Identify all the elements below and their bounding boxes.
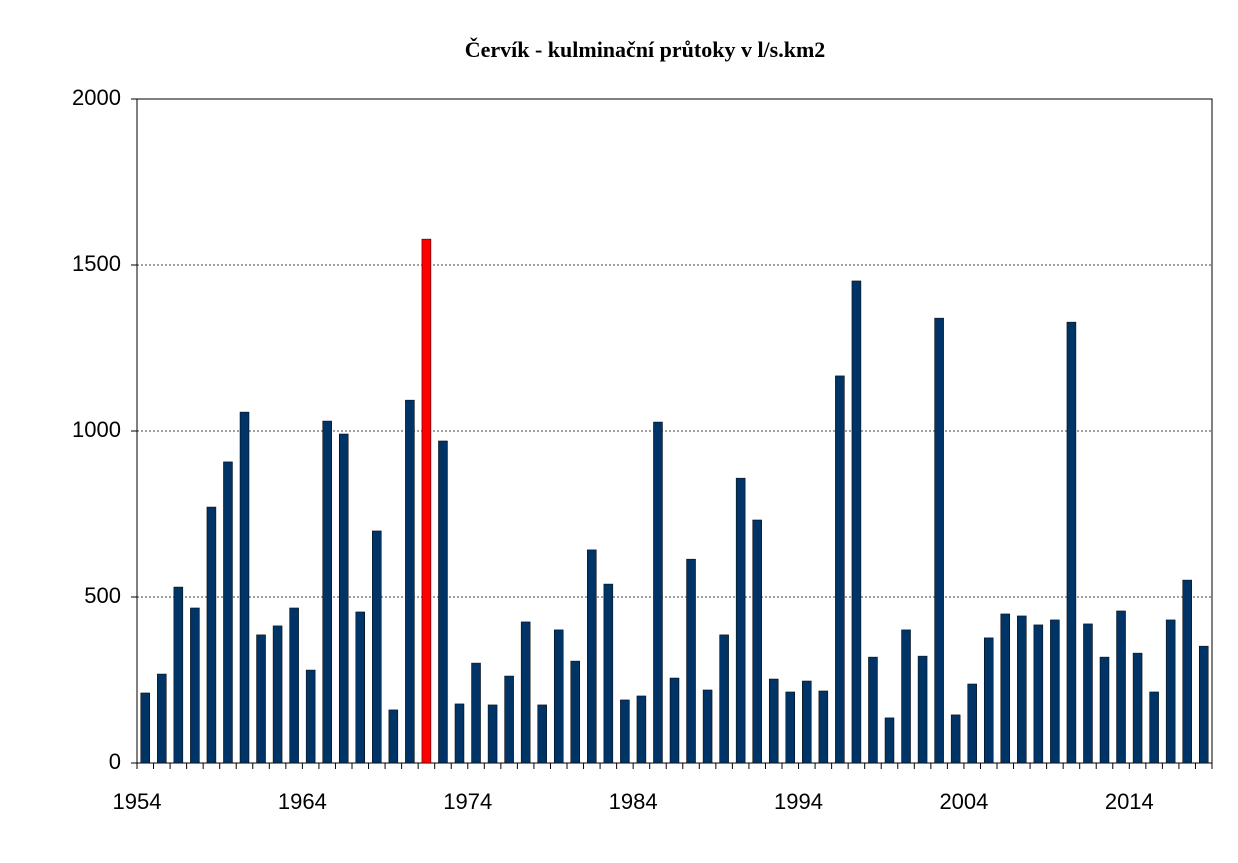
bar: [686, 558, 696, 764]
bar: [851, 280, 862, 764]
x-tick-label: 1984: [609, 789, 658, 814]
bar: [1132, 652, 1143, 764]
y-tick-label: 2000: [72, 85, 121, 110]
bar: [223, 461, 233, 764]
bar: [206, 506, 217, 764]
bar: [1000, 613, 1011, 764]
bar: [355, 611, 366, 764]
bar: [983, 637, 994, 764]
bar: [405, 399, 415, 764]
bar: [454, 703, 465, 764]
bar: [1099, 656, 1110, 764]
bar: [901, 629, 911, 764]
x-tick-label: 2014: [1105, 789, 1154, 814]
bar: [1033, 624, 1044, 764]
bar: [256, 634, 266, 764]
bar: [636, 695, 647, 764]
bar: [669, 677, 680, 764]
bar: [587, 549, 597, 764]
bar: [272, 625, 283, 764]
bar: [388, 709, 399, 764]
bar: [173, 586, 184, 764]
bar: [471, 662, 481, 764]
bar: [1050, 619, 1060, 764]
y-tick-label: 1000: [72, 417, 121, 442]
bar: [967, 683, 977, 764]
bar: [520, 621, 531, 764]
bar: [653, 421, 663, 764]
bar: [1083, 623, 1093, 764]
bar: [487, 704, 498, 764]
bar: [802, 680, 812, 764]
chart-title: Červík - kulminační průtoky v l/s.km2: [465, 37, 826, 62]
x-tick-label: 1974: [443, 789, 492, 814]
bar: [157, 673, 167, 764]
bar: [768, 678, 779, 764]
bar: [1149, 691, 1159, 764]
bar: [917, 655, 928, 764]
y-tick-label: 0: [109, 749, 121, 774]
bar: [884, 717, 895, 764]
bar: [1165, 619, 1176, 764]
y-tick-label: 1500: [72, 251, 121, 276]
bar: [818, 690, 829, 764]
bar: [950, 714, 961, 764]
bar: [1116, 610, 1126, 764]
bar: [934, 317, 944, 764]
bar: [570, 660, 581, 764]
bar: [835, 375, 845, 764]
bar: [1198, 645, 1209, 764]
y-tick-label: 500: [84, 583, 121, 608]
bar: [289, 607, 299, 764]
bar: [239, 411, 250, 764]
bar: [421, 238, 432, 764]
bar: [438, 440, 448, 764]
bar: [504, 675, 514, 764]
bar: [140, 692, 151, 764]
bar: [537, 704, 547, 764]
bar: [190, 607, 200, 764]
x-tick-label: 1964: [278, 789, 327, 814]
x-tick-label: 1994: [774, 789, 823, 814]
bar: [603, 583, 614, 764]
x-tick-label: 2004: [939, 789, 988, 814]
bar: [338, 433, 349, 764]
bar: [702, 689, 713, 764]
bar: [305, 669, 316, 764]
bar: [322, 420, 332, 764]
bar: [1066, 321, 1077, 764]
bar: [868, 656, 878, 764]
bar: [719, 634, 729, 764]
bar: [785, 691, 796, 764]
bar: [735, 477, 746, 764]
bar: [620, 699, 630, 764]
bar: [1182, 579, 1192, 764]
bar: [372, 530, 382, 764]
bar: [1017, 615, 1027, 764]
bar: [553, 629, 564, 764]
bar: [752, 519, 762, 764]
x-tick-label: 1954: [113, 789, 162, 814]
